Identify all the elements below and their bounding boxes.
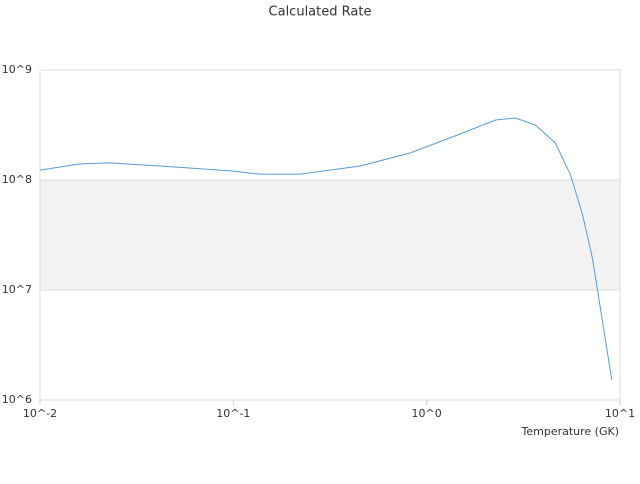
data-line <box>39 117 613 381</box>
plot-frame <box>39 69 621 401</box>
y-tick-label: 10^6 <box>2 393 32 406</box>
x-tick-label: 10^-1 <box>216 407 250 420</box>
chart-title: Calculated Rate <box>269 5 372 20</box>
x-tick-label: 10^0 <box>412 407 442 420</box>
x-axis-label: Temperature (GK) <box>521 425 620 438</box>
y-tick-label: 10^8 <box>2 173 32 186</box>
x-tick-label: 10^1 <box>605 407 635 420</box>
y-tick-label: 10^9 <box>2 63 32 76</box>
grid-band <box>40 180 620 290</box>
y-tick-label: 10^7 <box>2 283 32 296</box>
x-tick-label: 10^-2 <box>23 407 57 420</box>
